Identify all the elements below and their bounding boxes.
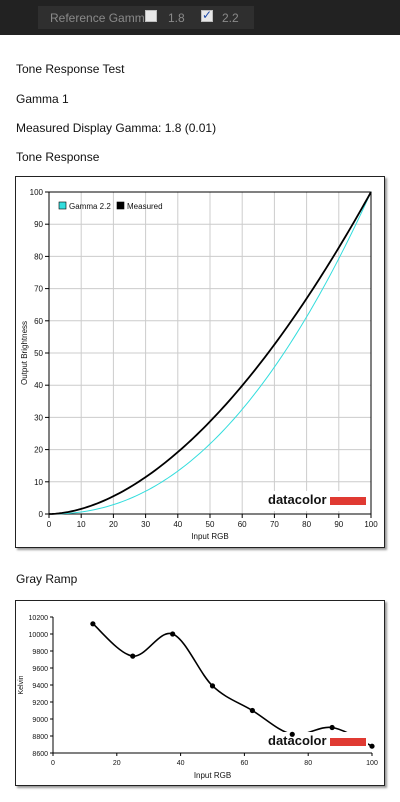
- x-tick-label: 20: [113, 760, 121, 767]
- measured-gamma-text: Measured Display Gamma: 1.8 (0.01): [16, 121, 217, 135]
- data-point-5: [289, 731, 295, 737]
- gamma-2-2-checkbox[interactable]: ✓: [201, 8, 213, 22]
- y-tick-label: 100: [30, 188, 44, 197]
- gray-ramp-heading: Gray Ramp: [16, 572, 78, 586]
- report-title: Tone Response Test: [16, 62, 125, 76]
- x-tick-label: 80: [304, 760, 312, 767]
- x-tick-label: 0: [47, 520, 52, 529]
- brand-bar: [330, 738, 366, 746]
- x-tick-label: 100: [366, 760, 378, 767]
- x-tick-label: 70: [270, 520, 279, 529]
- y-tick-label: 70: [34, 285, 43, 294]
- data-point-0: [90, 621, 96, 627]
- gamma-2-2-label: 2.2: [222, 11, 239, 25]
- gamma-1-8-checkbox[interactable]: [145, 10, 157, 22]
- tone-response-heading: Tone Response: [16, 150, 100, 164]
- y-tick-label: 20: [34, 446, 43, 455]
- x-tick-label: 90: [334, 520, 343, 529]
- y-tick-label: 10000: [29, 632, 49, 639]
- brand-logo: datacolor: [268, 492, 327, 507]
- check-icon: ✓: [202, 8, 213, 22]
- reference-gamma-label: Reference Gamma:: [50, 11, 155, 25]
- data-point-1: [130, 653, 136, 659]
- legend-label-1: Measured: [127, 202, 163, 211]
- data-point-2: [170, 631, 176, 637]
- brand-bar: [330, 497, 366, 505]
- y-tick-label: 40: [34, 381, 43, 390]
- y-tick-label: 9400: [32, 683, 48, 690]
- data-point-4: [249, 707, 255, 714]
- y-tick-label: 9200: [32, 700, 48, 707]
- y-tick-label: 10200: [29, 615, 49, 622]
- brand-backdrop: [266, 732, 368, 752]
- y-tick-label: 9800: [32, 649, 48, 656]
- y-tick-label: 90: [34, 220, 43, 229]
- x-axis-title: Input RGB: [191, 532, 228, 541]
- y-axis-title: Output Brightness: [20, 321, 29, 385]
- tone-response-chart: 0 10 20 30 40 50 60 70 80 90 100 0 10 20 30 40 50 60 70 80 9…: [15, 176, 385, 548]
- tone-response-svg: 0 10 20 30 40 50 60 70 80 90 100 0 10 20 30 40 50 60 70 80 9…: [20, 188, 378, 541]
- y-tick-label: 60: [34, 317, 43, 326]
- brand-backdrop: [266, 491, 368, 511]
- x-tick-label: 100: [364, 520, 378, 529]
- gray-ramp-line: [92, 623, 373, 747]
- y-tick-label: 30: [34, 413, 43, 422]
- x-tick-label: 40: [173, 520, 182, 529]
- x-tick-label: 20: [109, 520, 118, 529]
- x-tick-label: 60: [238, 520, 247, 529]
- x-axis-title: Input RGB: [194, 771, 231, 780]
- x-tick-label: 80: [302, 520, 311, 529]
- brand-logo: datacolor: [268, 733, 327, 748]
- x-tick-label: 40: [177, 760, 185, 767]
- data-point-3: [209, 683, 216, 689]
- x-tick-label: 0: [51, 760, 55, 767]
- gamma-1-8-label: 1.8: [168, 11, 185, 25]
- y-tick-label: 9000: [32, 717, 48, 724]
- legend-label-0: Gamma 2.2: [69, 202, 111, 211]
- legend-swatch-0: [58, 201, 67, 210]
- y-axis-title: Kelvin: [18, 675, 25, 694]
- y-tick-label: 9600: [32, 666, 48, 673]
- data-point-6: [329, 724, 335, 731]
- y-tick-label: 8600: [32, 751, 48, 758]
- gray-ramp-chart: 0 20 40 60 80 100 8600 8800 9000 9200 9400 9600 9800…: [15, 600, 385, 786]
- series-line-measured: [48, 191, 372, 515]
- legend-swatch-1: [116, 201, 125, 210]
- plot-frame: [48, 191, 372, 515]
- data-point-7: [369, 743, 375, 749]
- x-tick-label: 10: [77, 520, 86, 529]
- report-subtitle: Gamma 1: [16, 92, 69, 106]
- x-tick-label: 50: [206, 520, 215, 529]
- y-tick-label: 50: [34, 349, 43, 358]
- gray-ramp-svg: 0 20 40 60 80 100 8600 8800 9000 9200 9400 9600 9800…: [18, 615, 378, 780]
- y-tick-label: 10: [34, 478, 43, 487]
- y-tick-label: 80: [34, 252, 43, 261]
- x-tick-label: 30: [141, 520, 150, 529]
- x-tick-label: 60: [241, 760, 249, 767]
- y-tick-label: 8800: [32, 734, 48, 741]
- toolbar: Reference Gamma: 1.8 ✓ 2.2: [0, 0, 400, 35]
- series-line-gamma-2-2: [48, 191, 372, 515]
- y-tick-label: 0: [39, 510, 44, 519]
